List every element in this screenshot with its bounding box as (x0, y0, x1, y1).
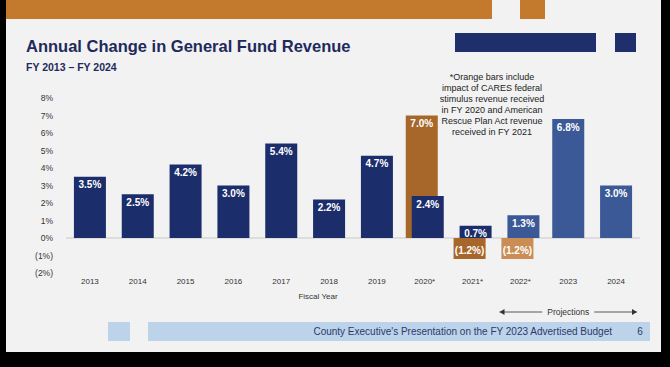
data-label: 2.2% (318, 202, 341, 213)
x-tick-label: 2014 (129, 277, 147, 286)
top-band (6, 0, 492, 19)
annotation: impact of CARES federal (442, 83, 542, 93)
annotation: received in FY 2021 (452, 127, 532, 137)
top-band-block (520, 0, 545, 19)
title: Annual Change in General Fund Revenue (26, 37, 351, 55)
x-tick-label: 2024 (607, 277, 625, 286)
slide-canvas: Annual Change in General Fund Revenue FY … (0, 0, 670, 367)
data-label: 0.7% (464, 228, 487, 239)
bracket-line (594, 312, 637, 313)
data-label: 4.7% (366, 158, 389, 169)
bar (361, 156, 393, 238)
y-tick-label: (1%) (35, 251, 53, 261)
data-label: 2.4% (416, 199, 439, 210)
bar (122, 194, 154, 238)
data-label: 6.8% (557, 122, 580, 133)
bar (552, 119, 584, 238)
footer-square (108, 322, 130, 341)
data-label: 5.4% (270, 146, 293, 157)
bar (265, 144, 297, 239)
subtitle: FY 2013 – FY 2024 (26, 61, 117, 73)
data-label: 2.5% (126, 197, 149, 208)
bar (501, 238, 533, 259)
data-label: 1.3% (512, 218, 535, 229)
y-tick-label: 2% (41, 198, 54, 208)
data-label: 3.0% (605, 188, 628, 199)
y-tick-label: 6% (41, 128, 54, 138)
x-axis-label: Fiscal Year (298, 292, 337, 301)
annotation: Rescue Plan Act revenue (441, 116, 542, 126)
x-tick-label: 2022* (510, 277, 531, 286)
x-tick-label: 2020* (414, 277, 435, 286)
bar (217, 186, 249, 239)
data-labels: 3.5% 2.5% 4.2% 3.0% 5.4% 2.2% 4.7% 7.0% 2.4% (1.2… (79, 118, 628, 256)
x-tick-label: 2013 (81, 277, 99, 286)
x-tick-label: 2015 (177, 277, 195, 286)
x-tick-label: 2023 (559, 277, 577, 286)
y-tick-label: 4% (41, 163, 54, 173)
bar (600, 186, 632, 239)
bracket-arrow (632, 309, 637, 315)
data-label: 3.5% (79, 179, 102, 190)
y-tick-label: (2%) (35, 268, 53, 278)
footer-bar (148, 322, 650, 341)
y-tick-label: 8% (41, 93, 54, 103)
bar (313, 200, 345, 239)
x-tick-label: 2016 (225, 277, 243, 286)
footer: County Executive's Presentation on the F… (313, 326, 612, 337)
annotation: in FY 2020 and American (442, 105, 543, 115)
x-tick-label: 2019 (368, 277, 386, 286)
y-tick-label: 7% (41, 111, 54, 121)
bracket-line (500, 312, 543, 313)
x-tick-label: 2017 (272, 277, 290, 286)
data-label: 3.0% (222, 188, 245, 199)
page-number: 6 (637, 326, 643, 337)
slide-background (6, 0, 661, 352)
data-label: 4.2% (174, 167, 197, 178)
x-tick-label: 2021* (462, 277, 483, 286)
x-tick-label: 2018 (320, 277, 338, 286)
bar (454, 238, 486, 259)
data-label: (1.2%) (455, 245, 484, 256)
data-label: (1.2%) (503, 245, 532, 256)
bars (74, 116, 632, 260)
y-tick-label: 1% (41, 216, 54, 226)
bracket-arrow (500, 309, 505, 315)
header-bar (455, 33, 596, 52)
y-tick-label: 3% (41, 181, 54, 191)
annotation: *Orange bars include (450, 72, 535, 82)
annotation: stimulus revenue received (440, 94, 545, 104)
bar (412, 196, 444, 238)
data-label: 7.0% (410, 118, 433, 129)
y-tick-label: 5% (41, 146, 54, 156)
bracket-label: Projections (547, 307, 589, 317)
bar (507, 215, 539, 238)
bar (170, 165, 202, 239)
bar (74, 177, 106, 238)
header-square (615, 33, 636, 52)
y-tick-label: 0% (41, 233, 54, 243)
